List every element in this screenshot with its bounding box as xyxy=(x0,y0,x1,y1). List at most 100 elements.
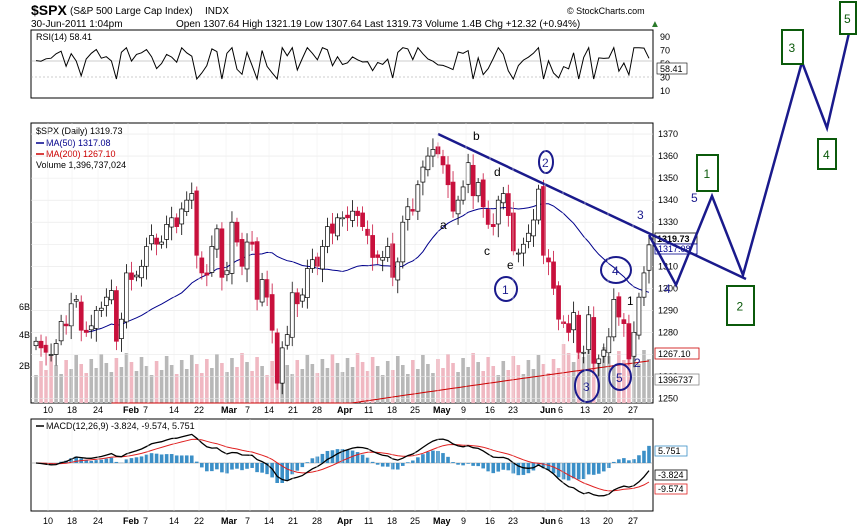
volume-bar xyxy=(205,359,209,403)
ma200-line xyxy=(111,360,650,404)
volume-bar xyxy=(245,362,249,403)
macd-histogram-bar xyxy=(541,463,546,469)
candle-body xyxy=(536,188,541,221)
x-tick-label: 11 xyxy=(364,516,373,526)
volume-bar xyxy=(531,369,536,403)
macd-histogram-bar xyxy=(270,463,274,478)
candle-body xyxy=(465,162,471,185)
candle-body xyxy=(204,272,210,276)
boxed-wave-label: 5 xyxy=(844,12,851,26)
up-arrow-icon: ▲ xyxy=(650,19,660,30)
macd-histogram-bar xyxy=(225,463,229,474)
candle-body xyxy=(310,259,315,269)
price-tick-label: 1310 xyxy=(658,261,678,271)
macd-histogram-bar xyxy=(220,463,224,473)
macd-histogram-bar xyxy=(200,463,204,468)
candle-body xyxy=(385,246,391,258)
macd-histogram-bar xyxy=(365,457,370,463)
macd-histogram-bar xyxy=(431,450,435,463)
wave-letter: b xyxy=(473,129,480,143)
boxed-wave xyxy=(696,154,719,192)
volume-bar xyxy=(179,360,184,403)
volume-bar xyxy=(79,364,84,403)
volume-bar xyxy=(99,354,104,403)
macd-tag-value: -3.824 xyxy=(658,470,684,480)
volume-bar xyxy=(144,366,149,403)
macd-histogram-bar xyxy=(390,463,395,470)
macd-histogram-bar xyxy=(260,463,264,473)
candle-body xyxy=(626,323,632,360)
candle-body xyxy=(546,257,551,263)
x-tick-label: Jun xyxy=(540,516,556,526)
credit: © StockCharts.com xyxy=(567,6,645,16)
candle-body xyxy=(315,256,320,267)
macd-histogram-bar xyxy=(632,459,636,463)
volume-bar xyxy=(315,373,320,403)
volume-bar xyxy=(406,374,410,403)
candle-body xyxy=(109,290,114,301)
price-tick-label: 1250 xyxy=(658,394,678,404)
volume-bar xyxy=(295,360,300,403)
candle-body xyxy=(606,336,612,354)
x-tick-label: 7 xyxy=(245,405,250,415)
candle-body xyxy=(149,235,154,245)
macd-histogram-bar xyxy=(355,452,360,463)
x-tick-label: 18 xyxy=(387,516,397,526)
macd-histogram-bar xyxy=(104,458,109,463)
macd-histogram-bar xyxy=(501,463,506,470)
ma200-tag xyxy=(654,347,700,360)
volume-bar xyxy=(526,360,531,403)
candle-body xyxy=(214,228,220,250)
candle-body xyxy=(53,343,59,355)
boxed-wave xyxy=(817,138,837,170)
macd-histogram-bar xyxy=(461,463,465,466)
candle-body xyxy=(93,310,99,329)
macd-histogram-bar xyxy=(164,454,169,463)
ticker-symbol: $SPX xyxy=(31,2,67,18)
candle-body xyxy=(88,325,94,331)
candle-body xyxy=(460,186,466,201)
rsi-tag xyxy=(656,62,688,75)
candle-body xyxy=(189,193,195,201)
candle-body xyxy=(134,274,139,278)
candle-body xyxy=(521,243,526,254)
volume-bar xyxy=(536,355,541,403)
volume-bar xyxy=(305,355,310,403)
macd-histogram-bar xyxy=(325,450,330,463)
volume-bar xyxy=(370,357,375,403)
macd-histogram-bar xyxy=(456,463,460,465)
volume-bar xyxy=(345,358,350,403)
candle-body xyxy=(470,164,476,197)
macd-legend: MACD(12,26,9) -3.824, -9.574, 5.751 xyxy=(46,421,195,431)
macd-histogram-bar xyxy=(285,463,290,481)
volume-bar xyxy=(49,356,53,403)
macd-histogram-bar xyxy=(345,449,350,463)
candle-body xyxy=(611,299,617,338)
circled-wave-ring xyxy=(608,363,632,391)
volume-bar xyxy=(496,375,501,403)
x-tick-label: 24 xyxy=(93,516,103,526)
volume-bar xyxy=(300,369,305,403)
macd-histogram-bar xyxy=(89,460,94,463)
x-tick-label: 23 xyxy=(508,405,518,415)
volume-bar xyxy=(617,351,621,403)
candle-body xyxy=(380,257,386,261)
volume-bar xyxy=(541,364,546,403)
macd-histogram-bar xyxy=(230,463,234,470)
candle-body xyxy=(591,317,597,364)
candle-body xyxy=(289,292,295,338)
macd-histogram-bar xyxy=(451,462,455,463)
macd-histogram-bar xyxy=(275,463,279,483)
candle-body xyxy=(119,318,124,339)
circled-wave-label: 2 xyxy=(542,156,549,170)
macd-histogram-bar xyxy=(601,463,606,472)
volume-bar xyxy=(189,355,194,403)
volume-bar xyxy=(240,353,244,403)
macd-histogram-bar xyxy=(496,463,501,472)
candle-body xyxy=(174,217,180,227)
candle-body xyxy=(445,164,451,186)
volume-bar xyxy=(134,371,139,403)
candle-body xyxy=(299,294,305,302)
macd-histogram-bar xyxy=(315,456,320,463)
macd-histogram-bar xyxy=(144,454,149,463)
